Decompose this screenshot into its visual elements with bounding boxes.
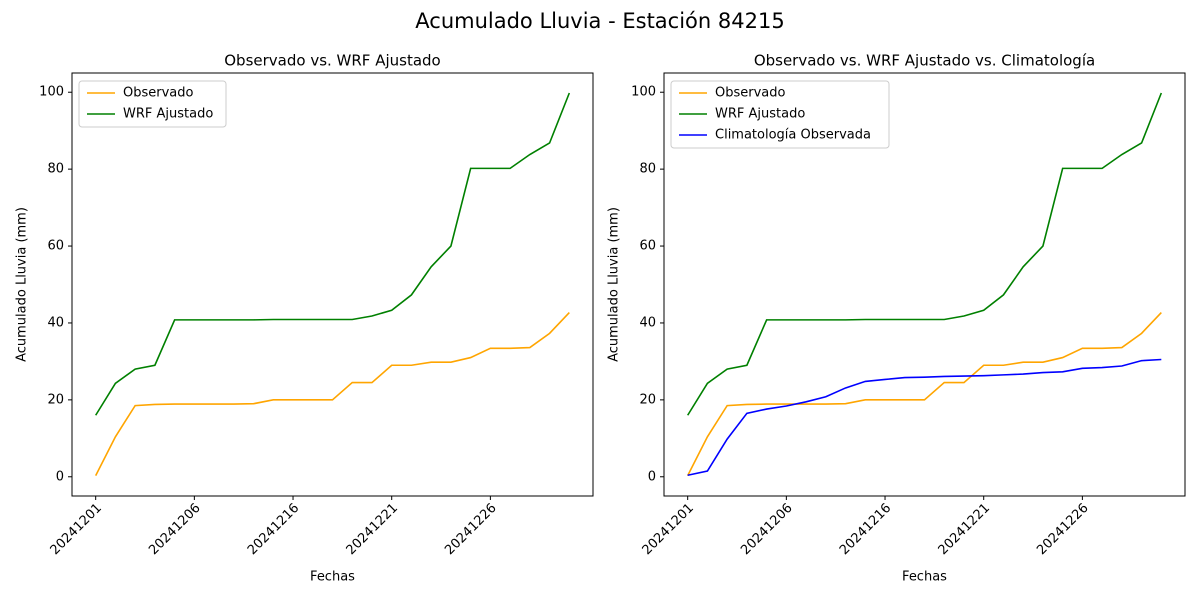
series-line <box>686 312 1162 476</box>
y-tick-label: 40 <box>47 315 64 330</box>
y-tick-label: 0 <box>648 469 656 484</box>
y-tick-label: 20 <box>47 392 64 407</box>
y-tick-label: 60 <box>47 239 64 254</box>
y-tick-label: 60 <box>639 239 656 254</box>
legend-label: WRF Ajustado <box>715 107 805 122</box>
series-line <box>94 92 571 416</box>
y-tick-label: 20 <box>639 392 656 407</box>
series-line <box>686 92 1163 416</box>
y-tick-label: 80 <box>47 162 64 177</box>
legend-box <box>78 80 227 128</box>
y-axis-label: Acumulado Lluvia (mm) <box>607 207 622 362</box>
legend-label: Observado <box>123 86 194 101</box>
x-axis-label: Fechas <box>902 570 947 585</box>
y-tick-label: 80 <box>639 162 656 177</box>
y-tick-label: 40 <box>639 315 656 330</box>
y-tick-label: 100 <box>39 85 64 100</box>
legend-label: WRF Ajustado <box>123 107 213 122</box>
legend-label: Climatología Observada <box>715 128 871 143</box>
y-tick-label: 0 <box>56 469 64 484</box>
x-axis-label: Fechas <box>310 570 355 585</box>
legend-box <box>670 80 890 149</box>
axes-title: Observado vs. WRF Ajustado vs. Climatolo… <box>754 52 1095 70</box>
legend: Observado WRF Ajustado <box>78 80 227 128</box>
axes-title: Observado vs. WRF Ajustado <box>224 52 440 70</box>
legend-label: Observado <box>715 86 786 101</box>
y-axis-label: Acumulado Lluvia (mm) <box>15 207 30 362</box>
y-tick-label: 100 <box>631 85 656 100</box>
legend: Observado WRF Ajustado Climatología Observ… <box>670 80 890 149</box>
series-line <box>94 312 570 476</box>
figure-title: Acumulado Lluvia - Estación 84215 <box>415 9 784 33</box>
axes-frame <box>663 72 1186 497</box>
axes-frame <box>71 72 594 497</box>
series-line <box>687 358 1162 477</box>
